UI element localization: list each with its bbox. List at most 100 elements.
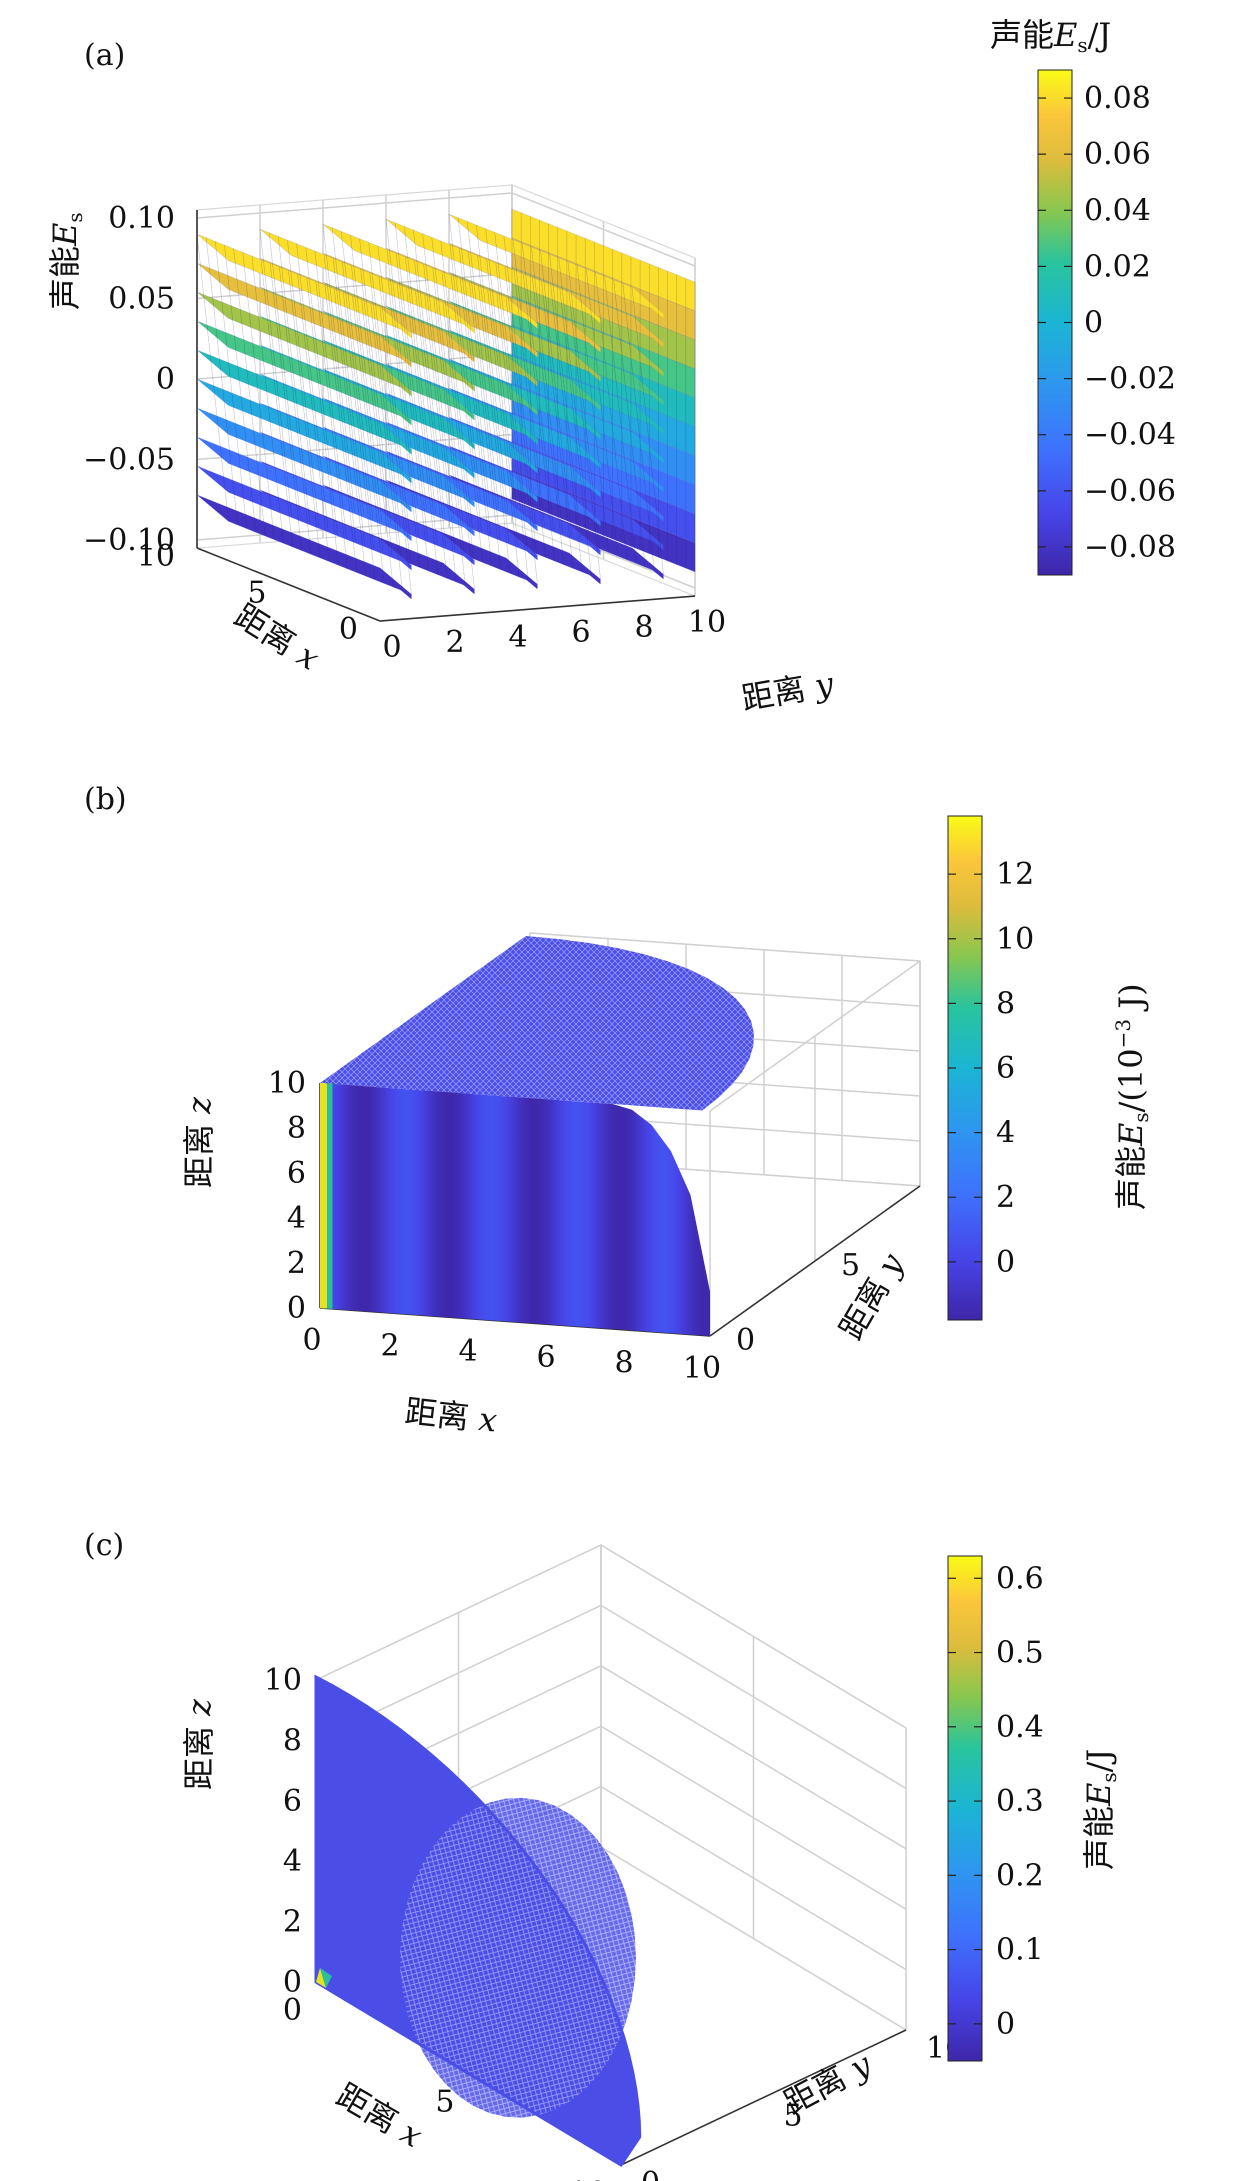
surface-mesh-line-a bbox=[449, 244, 482, 532]
surface-edge-a bbox=[569, 379, 601, 411]
xtick-c: 0 bbox=[283, 1993, 302, 2028]
surface-mesh-line-a bbox=[622, 283, 655, 571]
mesh-region-c bbox=[400, 1797, 636, 2118]
zlabel-b: 距离 z bbox=[180, 1096, 218, 1188]
surface-mesh-line-a bbox=[342, 261, 375, 550]
axis-y-b bbox=[709, 1185, 921, 1337]
xtick-b: 8 bbox=[614, 1345, 633, 1380]
colorbar-tick-label-b: 8 bbox=[996, 986, 1015, 1021]
surface-mesh-line-a bbox=[259, 229, 292, 517]
surface-mesh-line-a bbox=[323, 254, 356, 542]
ytick-b: 0 bbox=[736, 1323, 755, 1358]
ytick-a: 6 bbox=[571, 615, 590, 650]
surface-mesh-line-a bbox=[521, 243, 554, 531]
panel-c: (c) 024681005100510 距离 z bbox=[0, 1470, 1260, 2181]
axis-x-a bbox=[196, 547, 381, 622]
surface-mesh-line-a bbox=[476, 225, 509, 513]
ztick-b: 10 bbox=[268, 1066, 306, 1101]
surface-edge-a bbox=[506, 326, 538, 358]
surface-edge-a bbox=[506, 384, 538, 416]
surface-mesh-line-a bbox=[486, 259, 519, 547]
xtick-a: 5 bbox=[247, 576, 266, 611]
ytick-a: 4 bbox=[508, 620, 527, 655]
surface-mesh-line-a bbox=[260, 259, 293, 547]
colorbar-tick-label-a: 0.06 bbox=[1084, 137, 1151, 172]
surface-edge-a bbox=[632, 374, 664, 406]
surface-mesh-line-a bbox=[296, 243, 329, 532]
surface-mesh-line-a bbox=[422, 233, 455, 522]
ztick-a: 0 bbox=[156, 362, 175, 397]
xlabel-b: 距离 x bbox=[403, 1392, 499, 1439]
surface-mesh-line-a bbox=[351, 265, 384, 553]
surface-mesh-line-a bbox=[215, 241, 248, 529]
surface-mesh-line-a bbox=[378, 276, 411, 564]
surface-mesh-line-a bbox=[576, 265, 609, 553]
surface-mesh-line-a bbox=[306, 277, 339, 566]
surface-mesh-line-a bbox=[333, 288, 367, 577]
surface-edge-a bbox=[506, 528, 538, 561]
surface-mesh-line-a bbox=[448, 214, 481, 502]
ztick-b: 2 bbox=[287, 1246, 306, 1281]
chart-c: 024681005100510 距离 z 距离 x 距离 y 00.10.20.… bbox=[180, 1543, 1121, 2181]
xtick-c: 5 bbox=[435, 2085, 454, 2120]
xtick-a: 0 bbox=[339, 612, 358, 647]
xtick-b: 4 bbox=[458, 1334, 477, 1369]
origin-peak-c bbox=[316, 1968, 326, 1988]
surface-mesh-line-a bbox=[341, 231, 374, 519]
surface-mesh-line-a bbox=[541, 281, 574, 569]
top-cap-b bbox=[320, 936, 754, 1111]
colorbar-tick-label-b: 6 bbox=[996, 1051, 1015, 1086]
surface-mesh-line-a bbox=[450, 275, 483, 563]
colorbar-tick-label-b: 0 bbox=[996, 1245, 1015, 1280]
gridline-a bbox=[196, 192, 513, 219]
surface-mesh-line-a bbox=[251, 255, 284, 544]
surface-mesh-line-a bbox=[432, 267, 465, 556]
xlabel-a: 距离 x bbox=[228, 597, 326, 678]
surface-mesh-line-a bbox=[549, 254, 582, 542]
surface-mesh-line-a bbox=[631, 287, 664, 575]
colorbar-tick-label-c: 0.1 bbox=[996, 1933, 1044, 1968]
surface-mesh-line-a bbox=[395, 253, 428, 541]
surface-edge-a bbox=[443, 418, 475, 450]
surface-mesh-line-a bbox=[368, 242, 401, 530]
surface-mesh-line-a bbox=[512, 239, 545, 527]
surface-edge-a bbox=[443, 331, 475, 363]
surface-mesh-line-a bbox=[205, 237, 238, 526]
surface-mesh-line-a bbox=[352, 296, 385, 584]
surface-mesh-line-a bbox=[469, 282, 502, 570]
surface-mesh-line-a bbox=[457, 217, 490, 506]
panel-label-b: (b) bbox=[84, 782, 127, 817]
colorbar-label-a: 声能Es/J bbox=[990, 16, 1111, 57]
surface-mesh-line-a bbox=[487, 289, 520, 578]
surface-edge-a bbox=[632, 460, 664, 493]
surface-edge-a bbox=[443, 533, 475, 566]
ylabel-a: 距离 y bbox=[739, 664, 837, 718]
surface-mesh-line-a bbox=[322, 224, 355, 512]
surface-mesh-line-a bbox=[423, 264, 456, 552]
peak-strip-b bbox=[320, 1083, 328, 1309]
surface-mesh-line-a bbox=[414, 260, 447, 548]
surface-edge-a bbox=[569, 321, 601, 353]
surface-edge-a bbox=[380, 567, 412, 600]
ytick-c: 5 bbox=[784, 2099, 803, 2134]
surface-edge-a bbox=[380, 336, 412, 368]
zlabel-c: 距离 z bbox=[180, 1698, 218, 1790]
surface-edge-a bbox=[569, 494, 601, 527]
surface-edge-a bbox=[506, 499, 538, 532]
surface-edge-a bbox=[632, 432, 664, 464]
colorbar-tick-label-b: 4 bbox=[996, 1116, 1015, 1151]
surface-mesh-line-a bbox=[385, 219, 418, 507]
xtick-c: 10 bbox=[569, 2176, 607, 2181]
surface-edge-a bbox=[380, 509, 412, 542]
colorbar-label-b: 声能Es/(10−3 J) bbox=[1111, 983, 1153, 1210]
surface-mesh-line-a bbox=[377, 245, 410, 534]
surface-edge-a bbox=[632, 403, 664, 435]
surface-edge-a bbox=[506, 442, 538, 474]
surface-mesh-line-a bbox=[242, 252, 275, 540]
origin-peak-2-c bbox=[320, 1968, 332, 1988]
surface-edge-a bbox=[380, 394, 412, 426]
surface-mesh-line-a bbox=[404, 226, 437, 514]
surface-mesh-line-a bbox=[458, 248, 491, 536]
colorbar-ticks-c: 0 0.1 0.2 0.3 0.4 0.5 0.6 bbox=[948, 1561, 1044, 2042]
surface-mesh-line-a bbox=[531, 246, 564, 535]
